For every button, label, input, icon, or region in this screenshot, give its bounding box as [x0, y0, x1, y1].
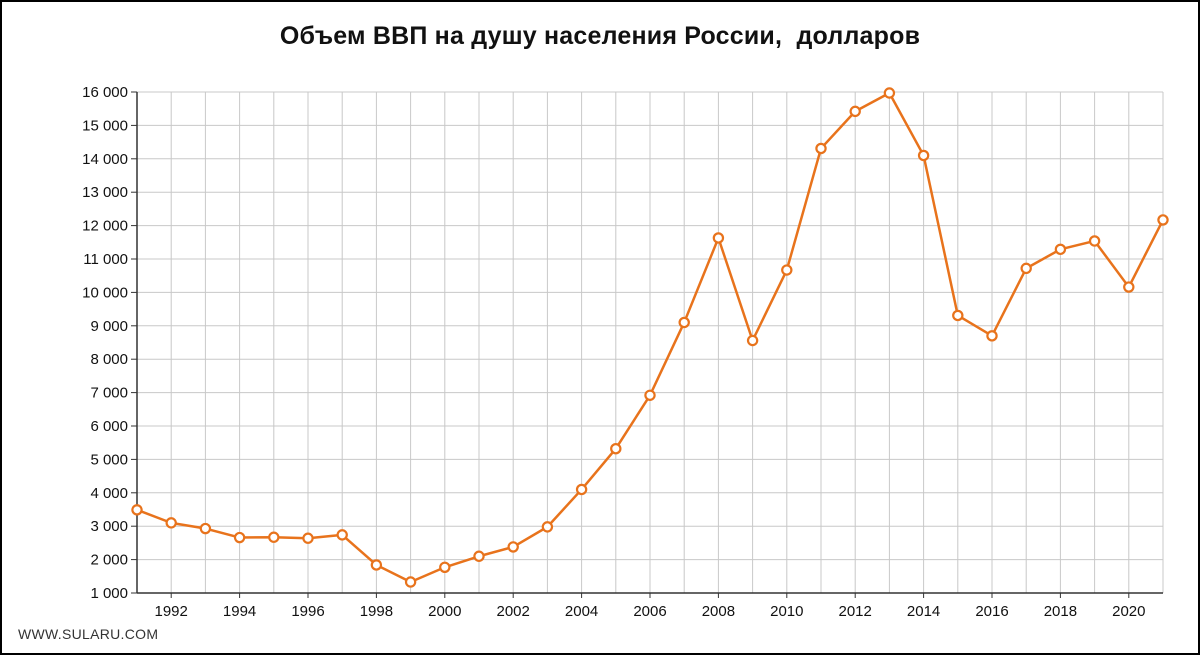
- y-tick-label: 8 000: [90, 351, 128, 368]
- data-point: [712, 232, 725, 244]
- y-tick-label: 2 000: [90, 552, 128, 569]
- y-tick-label: 7 000: [90, 385, 128, 402]
- x-tick-labels: 1992 1994 1996 1998 2000 2002 2004 2006 2008 2010…: [155, 603, 1146, 620]
- data-point: [439, 561, 451, 573]
- data-point: [1054, 243, 1067, 256]
- x-tick-label: 2020: [1112, 603, 1145, 620]
- data-point: [1123, 281, 1135, 293]
- y-tick-label: 13 000: [82, 184, 128, 201]
- y-tick-label: 4 000: [90, 485, 128, 502]
- y-tick-label: 12 000: [82, 218, 128, 235]
- data-point: [883, 87, 896, 99]
- y-tick-label: 3 000: [90, 518, 128, 535]
- y-tick-label: 6 000: [90, 418, 128, 435]
- y-tick-label: 11 000: [83, 251, 128, 268]
- x-tick-label: 2004: [565, 603, 598, 620]
- data-point: [473, 550, 485, 562]
- data-point: [233, 531, 246, 544]
- chart-title: Объем ВВП на душу населения России, долл…: [279, 22, 921, 50]
- x-tick-label: 2012: [839, 603, 872, 620]
- data-point: [746, 334, 759, 347]
- horizontal-gridlines: [137, 91, 1163, 561]
- data-point: [678, 316, 690, 329]
- data-point: [1020, 262, 1032, 275]
- x-tick-label: 2018: [1044, 603, 1077, 620]
- x-tick-label: 1998: [360, 603, 393, 620]
- x-tick-label: 1996: [291, 603, 324, 620]
- x-tick-label: 1994: [223, 603, 256, 620]
- data-point: [404, 576, 417, 588]
- x-tick-label: 2002: [497, 603, 530, 620]
- y-tick-label: 1 000: [90, 585, 128, 602]
- data-point: [1157, 214, 1169, 226]
- data-point: [370, 559, 383, 571]
- x-tick-label: 2016: [975, 603, 1008, 620]
- y-tick-label: 9 000: [90, 318, 128, 335]
- data-point: [1088, 235, 1101, 247]
- x-tick-label: 2010: [770, 603, 803, 620]
- y-tick-label: 16 000: [82, 84, 128, 101]
- data-point: [131, 504, 143, 516]
- series-layer: [131, 87, 1169, 588]
- x-tick-label: 2000: [428, 603, 461, 620]
- y-tick-label: 5 000: [90, 451, 128, 468]
- data-point: [952, 309, 964, 322]
- data-point: [541, 521, 554, 533]
- y-tick-label: 14 000: [82, 151, 128, 168]
- data-point: [199, 522, 212, 535]
- data-point: [644, 389, 656, 401]
- axes: [131, 91, 1163, 598]
- vertical-gridlines: [170, 92, 1164, 593]
- y-tick-label: 15 000: [82, 117, 128, 134]
- x-tick-label: 1992: [155, 603, 188, 620]
- data-point: [917, 149, 930, 162]
- data-point: [610, 443, 622, 455]
- data-point: [815, 142, 827, 155]
- y-tick-labels: 1 000 2 000 3 000 4 000 5 000 6 000 7 000 8 000…: [82, 84, 128, 602]
- x-tick-label: 2006: [633, 603, 666, 620]
- data-point: [507, 541, 519, 553]
- watermark: WWW.SULARU.COM: [18, 626, 159, 642]
- data-point: [781, 264, 793, 276]
- data-point: [336, 529, 348, 541]
- x-tick-label: 2014: [907, 603, 940, 620]
- data-point: [986, 330, 998, 342]
- data-point: [849, 105, 861, 118]
- data-point: [302, 532, 314, 544]
- x-tick-label: 2008: [702, 603, 735, 620]
- data-point: [268, 531, 280, 543]
- y-tick-label: 10 000: [82, 284, 128, 301]
- data-point: [165, 517, 177, 529]
- data-point: [575, 483, 588, 496]
